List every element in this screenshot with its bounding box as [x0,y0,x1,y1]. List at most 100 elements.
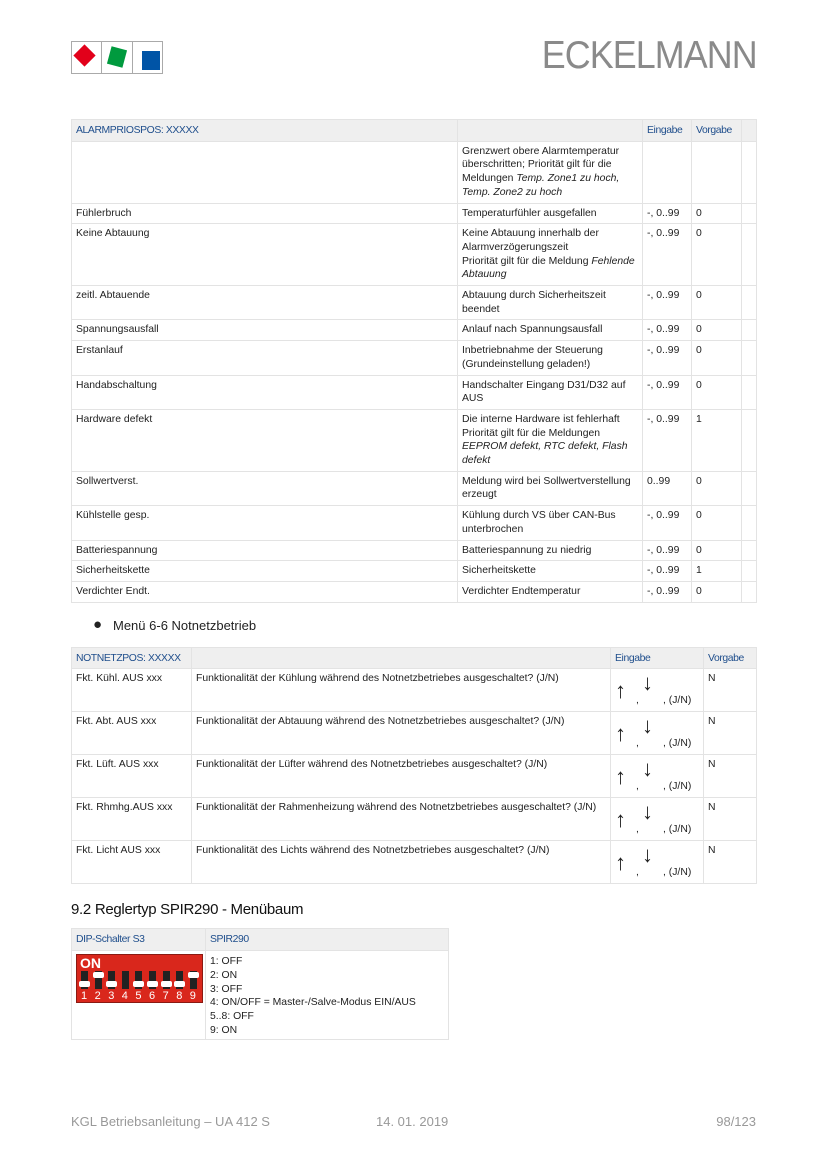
header-input: Eingabe [642,119,692,142]
param-name: Fkt. Lüft. AUS xxx [71,754,192,799]
input-range: -, 0..99 [642,505,692,541]
table-row: ON 1 2 3 4 5 6 7 8 9 1: OFF 2: ON 3: OFF 4: ON/OFF =… [71,950,449,1041]
table-row: Hardware defekt Die interne Hardware ist … [71,408,757,472]
param-name: Kühlstelle gesp. [71,505,458,541]
default-value: 0 [691,285,742,321]
dip-switch-1 [79,971,90,990]
header-extra [741,119,757,142]
settings-cell: 1: OFF 2: ON 3: OFF 4: ON/OFF = Master-/Sal… [205,950,449,1041]
table-row: Sicherheitskette Sicherheitskette -, 0..99… [71,560,757,582]
footer-date: 14. 01. 2019 [376,1114,449,1129]
param-description: Meldung wird bei Sollwertverstellung erz… [457,470,643,507]
emergency-power-table: NOTNETZPOS: XXXXX Eingabe Vorgabe Fkt. K… [71,646,757,885]
param-description: Funktionalität des Lichts während des No… [191,840,611,885]
arrows: ↑, ↓ , (J/N) [615,844,699,880]
param-description: Funktionalität der Lüfter während des No… [191,754,611,799]
arrow-down-icon: ↓ [642,756,653,782]
table-row: Fkt. Abt. AUS xxx Funktionalität der Abta… [71,711,757,756]
dip-number: 2 [94,990,101,1003]
switch-knob [174,981,186,988]
input-suffix: , (J/N) [663,781,692,793]
table-row: Handabschaltung Handschalter Eingang D31/… [71,374,757,410]
arrows: ↑, ↓ , (J/N) [615,672,699,708]
switch-knob [92,972,104,979]
param-name: Fkt. Kühl. AUS xxx [71,668,192,713]
setting-line: 5..8: OFF [210,1010,254,1022]
table-row: Erstanlauf Inbetriebnahme der Steuerung (… [71,340,757,376]
header-param: NOTNETZPOS: XXXXX [71,646,192,670]
input-range: -, 0..99 [642,285,692,321]
dip-number: 4 [121,990,128,1003]
input-suffix: , (J/N) [663,867,692,879]
logo-cell-red [72,42,103,73]
default-value [691,140,742,204]
param-name: Fkt. Licht AUS xxx [71,840,192,885]
separator: , [636,867,639,879]
param-name: Sicherheitskette [71,560,458,582]
param-description: Abtauung durch Sicherheitszeit beendet [457,285,643,321]
param-description: Kühlung durch VS über CAN-Bus unterbroch… [457,505,643,541]
section-title: 9.2 Reglertyp SPIR290 - Menübaum [71,901,304,919]
dip-number: 1 [81,990,88,1003]
empty-cell [741,408,757,472]
description-text: Temperaturfühler ausgefallen [462,207,597,219]
empty-cell [741,140,757,204]
empty-cell [741,560,757,582]
description-text: Kühlung durch VS über CAN-Bus unterbroch… [462,510,616,535]
header-default: Vorgabe [691,119,742,142]
dip-switch-7 [160,971,172,990]
setting-line: 2: ON [210,969,238,981]
separator: , [636,738,639,750]
table-row: Batteriespannung Batteriespannung zu nied… [71,539,757,562]
alarm-priority-table: ALARMPRIOSPOS: XXXXX Eingabe Vorgabe Gre… [71,119,757,603]
header-param: ALARMPRIOSPOS: XXXXX [71,119,458,142]
default-value: 1 [691,408,742,472]
table-header-row: NOTNETZPOS: XXXXX Eingabe Vorgabe [71,646,757,670]
default-value: 0 [691,505,742,541]
default-value: 1 [691,560,742,582]
setting-line: 1: OFF [210,956,243,968]
arrow-down-icon: ↓ [642,842,653,868]
default-value: N [703,711,757,756]
param-name: zeitl. Abtauende [71,285,458,321]
table-row: Fkt. Lüft. AUS xxx Funktionalität der Lüf… [71,754,757,799]
dip-switch-9 [187,971,199,990]
dip-switch-4 [121,971,129,990]
green-square-icon [107,46,128,68]
param-description: Grenzwert obere Alarmtemperatur überschr… [457,140,643,204]
dip-switch-table: DIP-Schalter S3 SPIR290 ON 1 2 3 4 5 6 7 8 9 1: O… [71,928,449,1041]
param-description: Handschalter Eingang D31/D32 auf AUS [457,374,643,410]
default-value: 0 [691,202,742,225]
bullet-text: Menü 6-6 Notnetzbetrieb [113,617,257,633]
param-description: Batteriespannung zu niedrig [457,539,643,562]
input-suffix: , (J/N) [663,738,692,750]
dip-cell: ON 1 2 3 4 5 6 7 8 9 [71,950,206,1041]
setting-line: 3: OFF [210,983,243,995]
default-value: N [703,840,757,885]
empty-cell [741,319,757,342]
separator: , [636,824,639,836]
dip-switch-2 [92,971,104,990]
param-name: Sollwertverst. [71,470,458,507]
arrow-down-icon: ↓ [642,799,653,825]
param-description: Funktionalität der Rahmenheizung während… [191,797,611,842]
arrow-down-icon: ↓ [642,713,653,739]
description-text: Handschalter Eingang D31/D32 auf AUS [462,379,626,405]
dip-number: 8 [176,990,183,1003]
header-input: Eingabe [610,646,704,670]
separator: , [636,781,639,793]
description-text-2: Priorität gilt für die Meldung [462,255,592,267]
description-italic: Temp. Zone1 zu hoch, Temp. Zone2 zu hoch [462,173,620,198]
arrow-up-icon: ↑ [615,850,626,876]
table-row: Fkt. Kühl. AUS xxx Funktionalität der Küh… [71,668,757,713]
footer-doc-title: KGL Betriebsanleitung – UA 412 S [71,1114,270,1129]
arrow-up-icon: ↑ [615,764,626,790]
empty-cell [741,539,757,562]
default-value: N [703,754,757,799]
description-text: Meldung wird bei Sollwertverstellung erz… [462,475,631,501]
default-value: 0 [691,470,742,507]
description-text: Batteriespannung zu niedrig [462,544,592,556]
param-name: Fkt. Rhmhg.AUS xxx [71,797,192,842]
separator: , [636,695,639,707]
